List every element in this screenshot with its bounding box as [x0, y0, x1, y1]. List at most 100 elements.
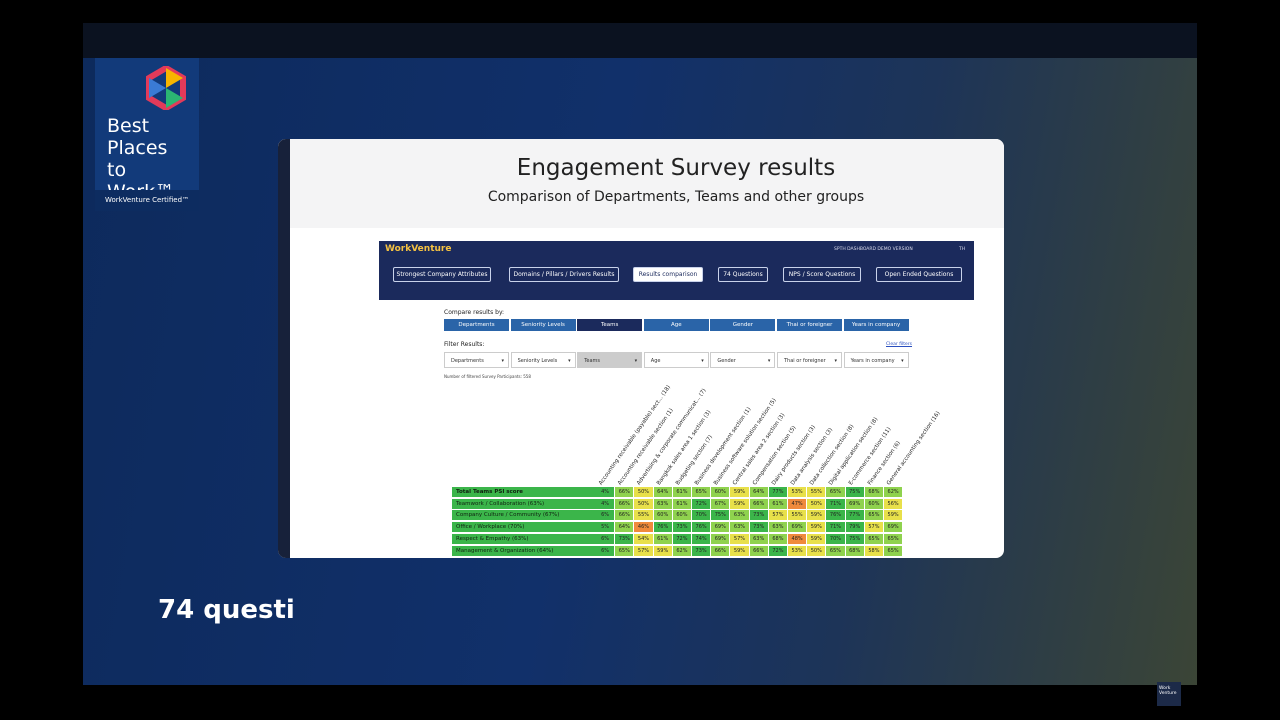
heat-cell: 65% — [864, 510, 884, 522]
heat-cell: 50% — [807, 498, 827, 510]
dropdown-arrow: ▾ — [568, 358, 571, 364]
compare-button[interactable]: Age — [643, 319, 709, 331]
corner-logo: Work Venture — [1157, 682, 1181, 706]
nav-tab[interactable]: NPS / Score Questions — [783, 267, 861, 282]
nav-tab[interactable]: Open Ended Questions — [876, 267, 962, 282]
lang[interactable]: TH — [959, 247, 966, 252]
heat-cell: 59% — [653, 545, 673, 557]
heat-cell: 75% — [845, 533, 865, 545]
compare-button[interactable]: Years in company — [843, 319, 909, 331]
filter-dropdown[interactable]: Gender ▾ — [710, 352, 776, 368]
row-label: Management & Organization (64%) — [452, 545, 596, 557]
compare-button[interactable]: Departments — [444, 319, 509, 331]
heat-cell: 59% — [807, 510, 827, 522]
heat-cell: 57% — [730, 533, 750, 545]
nav-tab[interactable]: Strongest Company Attributes — [393, 267, 491, 282]
slide-subtitle: Comparison of Departments, Teams and oth… — [487, 189, 865, 205]
heat-cell: 63% — [730, 510, 750, 522]
heat-cell: 59% — [730, 498, 750, 510]
filter-dropdown[interactable]: Thai or foreigner ▾ — [777, 352, 842, 368]
filter-dropdown[interactable]: Seniority Levels ▾ — [510, 352, 576, 368]
heat-cell: 69% — [845, 498, 865, 510]
heat-cell: 77% — [768, 487, 788, 498]
dropdown-arrow: ▾ — [901, 358, 904, 364]
heat-cell: 66% — [615, 498, 635, 510]
heat-cell: 57% — [864, 522, 884, 534]
logo-text: Places — [107, 137, 168, 159]
dropdown-arrow: ▾ — [634, 358, 638, 364]
compare-button[interactable]: Thai or foreigner — [777, 319, 842, 331]
heat-cell: 56% — [884, 498, 904, 510]
dashboard-body: Compare results by: Departments Seniority … — [278, 139, 1004, 558]
heat-cell: 48% — [788, 533, 808, 545]
heat-cell: 76% — [692, 522, 712, 534]
heat-cell: 64% — [749, 487, 769, 498]
version: SPTH DASHBOARD DEMO VERSION — [834, 247, 913, 252]
brand: WorkVenture — [385, 244, 452, 254]
nav-tab[interactable]: Domains / Pillars / Drivers Results — [509, 267, 619, 282]
heat-cell: 6% — [596, 510, 616, 522]
heat-cell: 64% — [615, 522, 635, 534]
compare-button[interactable]: Gender — [710, 319, 776, 331]
row-label: Company Culture / Community (67%) — [452, 510, 596, 522]
participants: Number of filtered Survey Participants: … — [444, 374, 531, 379]
heat-cell: 61% — [672, 498, 692, 510]
filter-dropdown[interactable]: Years in company ▾ — [843, 352, 909, 368]
row-label: Total Teams PSI score — [452, 487, 596, 498]
dropdown-arrow: ▾ — [767, 358, 771, 364]
heat-cell: 65% — [692, 487, 712, 498]
heat-cell: 72% — [672, 533, 692, 545]
heat-cell: 50% — [634, 487, 654, 498]
logo-badge: WorkVenture Certified™ — [95, 190, 199, 211]
heat-cell: 46% — [634, 522, 654, 534]
heat-cell: 77% — [845, 510, 865, 522]
filter-dropdown[interactable]: Teams ▾ — [577, 352, 643, 368]
row-label: Teamwork / Collaboration (63%) — [452, 498, 596, 510]
heat-cell: 60% — [711, 487, 731, 498]
heat-cell: 59% — [807, 522, 827, 534]
compare-button[interactable]: Seniority Levels — [510, 319, 576, 331]
filter-dropdown[interactable]: Age ▾ — [643, 352, 709, 368]
heat-cell: 50% — [634, 498, 654, 510]
compare-button[interactable]: Teams — [577, 319, 643, 331]
heat-cell: 5% — [596, 522, 616, 534]
heat-cell: 57% — [768, 510, 788, 522]
heat-cell: 63% — [768, 522, 788, 534]
heat-cell: 61% — [653, 533, 673, 545]
heat-cell: 59% — [884, 510, 904, 522]
heat-cell: 61% — [672, 487, 692, 498]
heat-cell: 69% — [711, 533, 731, 545]
row-label: Office / Workplace (70%) — [452, 522, 596, 534]
heat-cell: 59% — [730, 487, 750, 498]
heat-cell: 71% — [826, 498, 846, 510]
column-header: Advertising & corporate communicat... (7… — [636, 387, 708, 487]
heat-cell: 69% — [788, 522, 808, 534]
heat-cell: 66% — [711, 545, 731, 557]
heat-cell: 65% — [826, 545, 846, 557]
filter-dropdown[interactable]: Departments ▾ — [444, 352, 509, 368]
heat-cell: 67% — [711, 498, 731, 510]
heat-cell: 73% — [749, 510, 769, 522]
heat-cell: 65% — [615, 545, 635, 557]
heat-cell: 65% — [864, 533, 884, 545]
heat-cell: 60% — [672, 510, 692, 522]
heat-cell: 59% — [730, 545, 750, 557]
heat-cell: 62% — [884, 487, 904, 498]
heat-cell: 66% — [615, 510, 635, 522]
heat-cell: 61% — [768, 498, 788, 510]
slide-header — [278, 139, 1004, 228]
heat-cell: 62% — [672, 545, 692, 557]
row-label: Respect & Empathy (63%) — [452, 533, 596, 545]
heat-cell: 4% — [596, 487, 616, 498]
heat-cell: 59% — [807, 533, 827, 545]
compare-label: Compare results by: — [444, 309, 505, 316]
heat-cell: 73% — [672, 522, 692, 534]
heat-cell: 73% — [749, 522, 769, 534]
heat-cell: 63% — [653, 498, 673, 510]
slide-title: Engagement Survey results — [516, 155, 836, 181]
nav-tab[interactable]: 74 Questions — [718, 267, 768, 282]
nav-tab[interactable]: Results comparison — [633, 267, 703, 282]
clear-filters[interactable]: Clear filters — [886, 342, 913, 347]
dropdown-arrow: ▾ — [501, 358, 504, 364]
heat-cell: 58% — [864, 545, 884, 557]
